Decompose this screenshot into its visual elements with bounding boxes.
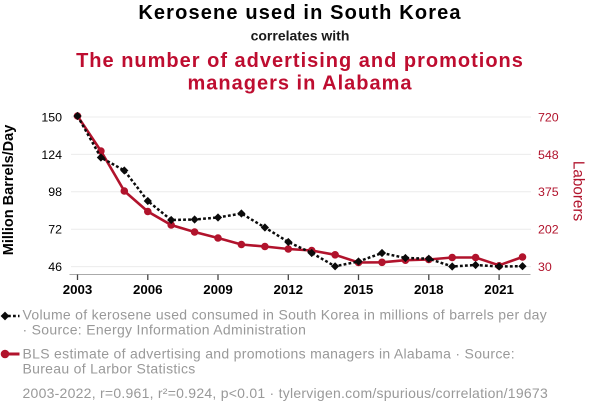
svg-text:2006: 2006 [133, 282, 163, 297]
svg-text:72: 72 [48, 223, 62, 237]
svg-text:BLS estimate of advertising an: BLS estimate of advertising and promotio… [23, 345, 515, 361]
svg-text:46: 46 [48, 260, 62, 274]
svg-text:375: 375 [538, 185, 559, 199]
svg-text:Bureau of Larbor Statistics: Bureau of Larbor Statistics [23, 360, 196, 376]
svg-text:2021: 2021 [484, 282, 514, 297]
svg-text:720: 720 [538, 110, 559, 124]
svg-text:30: 30 [538, 260, 552, 274]
svg-text:2012: 2012 [274, 282, 304, 297]
svg-text:Laborers: Laborers [570, 161, 587, 222]
svg-text:548: 548 [538, 148, 559, 162]
svg-text:Kerosene used in South Korea: Kerosene used in South Korea [138, 2, 461, 24]
svg-text:correlates with: correlates with [251, 28, 350, 44]
svg-text:2009: 2009 [203, 282, 233, 297]
svg-text:The number of advertising and: The number of advertising and promotions [76, 50, 524, 72]
svg-text:150: 150 [41, 110, 62, 124]
svg-text:124: 124 [41, 148, 62, 162]
svg-text:managers in Alabama: managers in Alabama [187, 72, 412, 94]
svg-text:2003-2022, r=0.961, r²=0.924,: 2003-2022, r=0.961, r²=0.924, p<0.01 · t… [23, 385, 548, 401]
svg-text:Volume of kerosene used consum: Volume of kerosene used consumed in Sout… [23, 307, 548, 323]
svg-text:202: 202 [538, 223, 559, 237]
svg-text:2015: 2015 [344, 282, 374, 297]
svg-text:2018: 2018 [414, 282, 444, 297]
svg-text:98: 98 [48, 185, 62, 199]
svg-text:· Source: Energy Information A: · Source: Energy Information Administrat… [23, 322, 307, 338]
svg-text:Million Barrels/Day: Million Barrels/Day [1, 125, 17, 256]
svg-text:2003: 2003 [63, 282, 93, 297]
